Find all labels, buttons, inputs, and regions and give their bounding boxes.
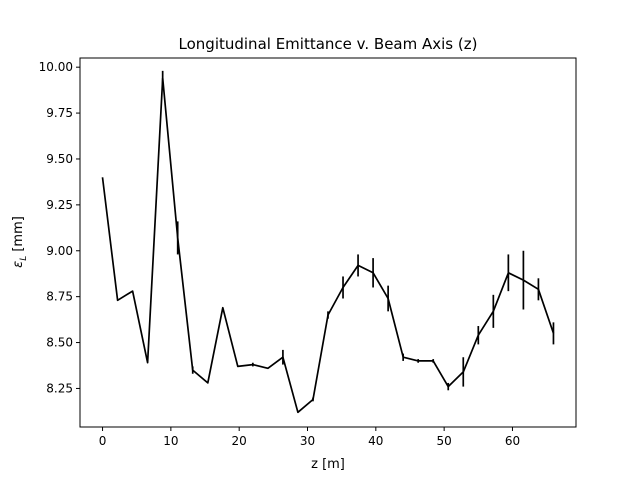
y-tick-label: 10.00: [39, 60, 73, 74]
x-tick-label: 60: [505, 434, 520, 448]
plot-frame: [79, 57, 577, 428]
y-tick-label: 8.75: [46, 290, 73, 304]
y-tick-label: 8.50: [46, 336, 73, 350]
x-axis: 0 10 20 30 40 50 60: [99, 427, 520, 448]
y-axis-label-symbol: ε: [11, 261, 26, 268]
x-axis-label: z [m]: [311, 457, 345, 472]
x-tick-label: 50: [437, 434, 452, 448]
series-line: [101, 77, 555, 414]
x-tick-label: 30: [300, 434, 315, 448]
x-tick-label: 40: [368, 434, 383, 448]
x-tick-label: 0: [99, 434, 107, 448]
x-tick-label: 20: [232, 434, 247, 448]
error-bars: [161, 70, 555, 402]
y-tick-label: 8.25: [46, 381, 73, 395]
y-axis-label: εL [mm]: [11, 216, 29, 268]
x-tick-label: 10: [163, 434, 178, 448]
y-axis: 8.25 8.50 8.75 9.00 9.25 9.50 9.75 10.00: [39, 60, 80, 395]
chart-title: Longitudinal Emittance v. Beam Axis (z): [179, 35, 478, 53]
y-tick-label: 9.25: [46, 198, 73, 212]
y-tick-label: 9.50: [46, 152, 73, 166]
y-axis-label-unit: [mm]: [11, 216, 26, 256]
y-tick-label: 9.75: [46, 106, 73, 120]
y-axis-label-subscript: L: [19, 256, 29, 261]
y-tick-label: 9.00: [46, 244, 73, 258]
